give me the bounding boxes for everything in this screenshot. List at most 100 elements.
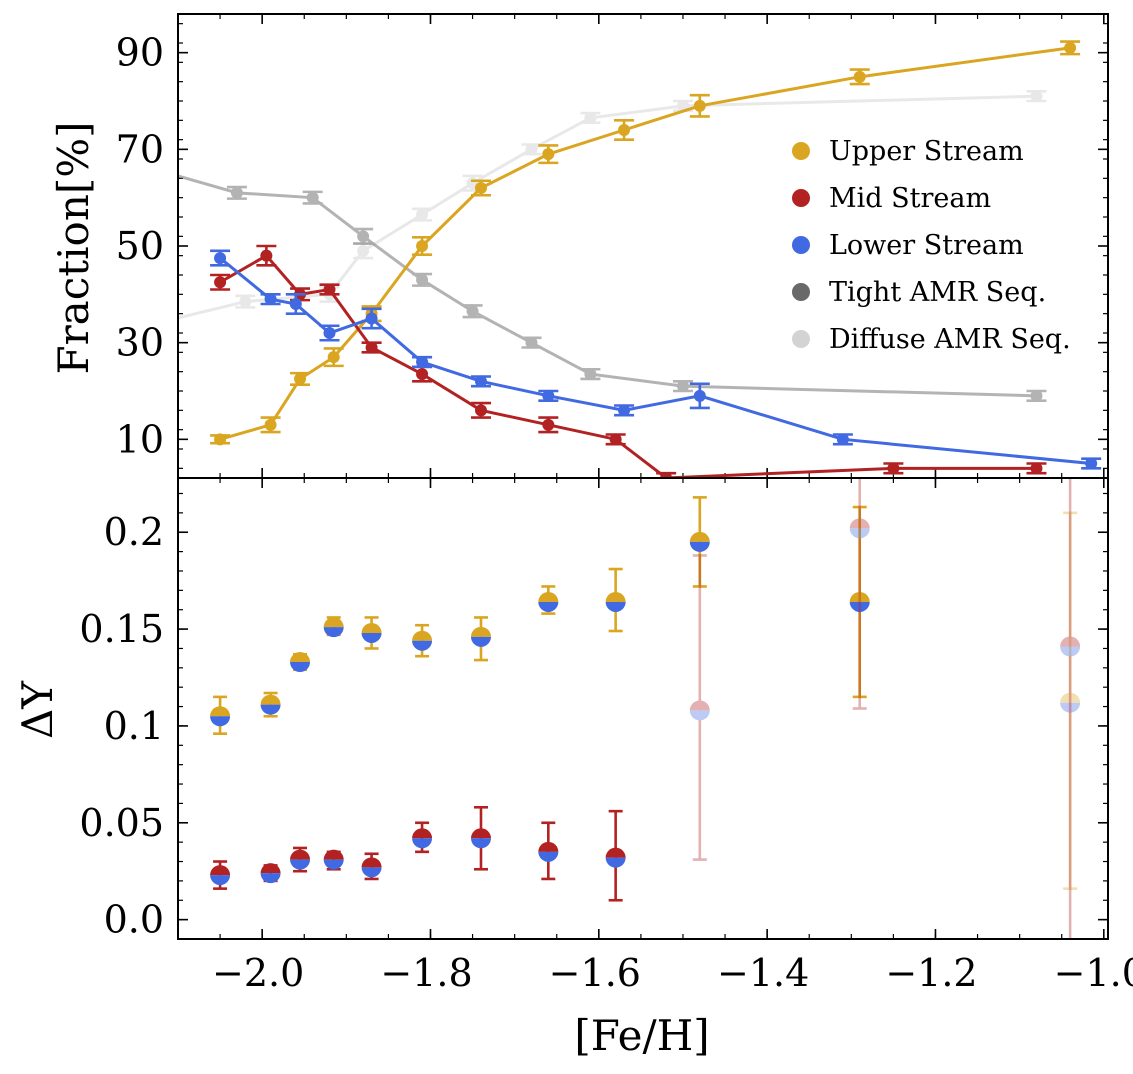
data-point xyxy=(542,389,555,402)
data-point-group xyxy=(361,616,382,650)
data-point-lower-half xyxy=(210,716,231,727)
data-point xyxy=(1064,41,1077,54)
legend-marker xyxy=(792,142,810,160)
top-y-tick-label: 50 xyxy=(116,224,164,268)
data-point-lower-half xyxy=(323,859,344,870)
data-point-group xyxy=(470,805,491,871)
data-point xyxy=(214,433,227,446)
data-point xyxy=(584,111,597,124)
data-point-upper-half xyxy=(1060,692,1081,703)
data-point xyxy=(416,208,429,221)
bottom-x-tick-label: −2.0 xyxy=(212,951,304,995)
data-point xyxy=(676,380,689,393)
data-point-lower-half xyxy=(689,710,710,721)
data-point-upper-half xyxy=(290,652,311,663)
series-upper-stream xyxy=(210,40,1081,446)
bottom-y-tick-label: 0.2 xyxy=(104,510,164,554)
bottom-x-tick-label: −1.6 xyxy=(549,951,641,995)
data-point-upper-half xyxy=(538,841,559,852)
legend-marker xyxy=(792,330,810,348)
data-point-group xyxy=(412,623,433,658)
data-point-upper-half xyxy=(412,630,433,641)
data-point xyxy=(618,124,631,136)
data-point-lower-half xyxy=(412,838,433,849)
series-line xyxy=(178,94,1037,320)
legend-label: Tight AMR Seq. xyxy=(829,277,1046,308)
data-point-group xyxy=(605,567,626,633)
top-panel: 10 30 50 70 90 Fraction[%] Upper Stream Mid S… xyxy=(49,14,1108,478)
data-point xyxy=(416,368,429,381)
data-point-upper-half xyxy=(849,591,870,602)
data-point xyxy=(542,418,555,431)
series-lower-stream xyxy=(210,249,1102,470)
data-point xyxy=(327,351,340,364)
data-point-group xyxy=(605,809,626,902)
data-point xyxy=(474,182,487,194)
data-point xyxy=(323,283,336,296)
bottom-y-tick-label: 0.0 xyxy=(104,898,164,942)
data-point xyxy=(357,244,370,257)
data-point-group xyxy=(1060,478,1081,939)
data-point-upper-half xyxy=(210,706,231,717)
data-point-group xyxy=(290,846,311,873)
top-y-tick-label: 30 xyxy=(116,321,164,365)
data-point xyxy=(365,312,378,325)
data-point xyxy=(294,372,307,385)
data-point xyxy=(214,252,227,265)
data-point xyxy=(887,462,900,475)
data-point-upper-half xyxy=(605,847,626,858)
legend-label: Diffuse AMR Seq. xyxy=(829,324,1071,355)
data-point xyxy=(466,305,479,318)
data-point xyxy=(525,336,538,349)
data-point-group xyxy=(689,496,710,588)
data-point xyxy=(542,148,555,161)
data-point-lower-half xyxy=(290,859,311,870)
data-point xyxy=(618,404,631,417)
data-point xyxy=(289,298,302,310)
data-point-group xyxy=(210,695,231,735)
data-point-group xyxy=(470,616,491,662)
data-point xyxy=(264,418,277,431)
bottom-x-tick-label: −1.2 xyxy=(885,951,977,995)
data-point-upper-half xyxy=(361,622,382,633)
bottom-y-tick-label: 0.1 xyxy=(104,704,164,748)
data-point-group xyxy=(210,860,231,890)
legend-marker xyxy=(792,236,810,254)
data-point-lower-half xyxy=(412,640,433,651)
data-point xyxy=(416,356,429,368)
series-line xyxy=(178,174,1037,398)
data-point xyxy=(416,240,429,252)
data-point xyxy=(474,375,487,388)
bottom-x-tick-label: −1.4 xyxy=(717,951,809,995)
legend: Upper Stream Mid Stream Lower Stream Tight … xyxy=(792,136,1071,355)
data-point xyxy=(264,293,277,306)
data-point-lower-half xyxy=(361,632,382,643)
legend-label: Upper Stream xyxy=(829,136,1024,167)
series-line xyxy=(219,46,1071,441)
data-point-upper-half xyxy=(605,591,626,602)
data-point xyxy=(306,191,319,204)
top-y-axis-label: Fraction[%] xyxy=(49,121,98,374)
data-point xyxy=(609,433,622,446)
data-point-group xyxy=(538,585,559,615)
data-point-lower-half xyxy=(538,851,559,862)
series-tight-amr-seq- xyxy=(178,174,1047,402)
data-point xyxy=(357,230,370,243)
data-point-upper-half xyxy=(538,591,559,602)
series-mid-minus-lower xyxy=(210,478,1081,939)
data-point-upper-half xyxy=(323,617,344,628)
data-point-lower-half xyxy=(605,857,626,868)
data-point xyxy=(693,99,706,112)
data-point-group xyxy=(323,849,344,871)
top-y-tick-label: 10 xyxy=(116,417,164,461)
data-point-lower-half xyxy=(260,704,281,715)
data-point-lower-half xyxy=(260,873,281,884)
data-point-group xyxy=(260,863,281,884)
data-point xyxy=(836,433,849,446)
bottom-y-axis-label: ΔY xyxy=(13,680,62,739)
data-point xyxy=(1030,462,1043,475)
data-point-group xyxy=(323,616,344,638)
data-point-group xyxy=(849,505,870,699)
data-point-upper-half xyxy=(470,626,491,637)
